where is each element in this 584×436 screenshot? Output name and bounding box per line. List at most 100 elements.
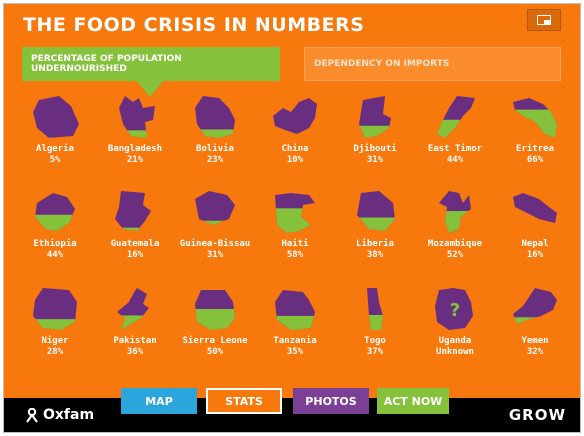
nourished-region [513, 288, 557, 324]
country-map-shape [437, 96, 475, 138]
undernourished-fill [117, 315, 149, 330]
country-percentage: 5% [49, 155, 61, 165]
country-east-timor[interactable]: East Timor 44% [410, 94, 500, 165]
country-name: Liberia [356, 239, 394, 249]
grow-logo[interactable]: GROW [508, 406, 566, 424]
country-map-shape [275, 290, 315, 330]
oxfam-logo[interactable]: Oxfam [25, 407, 94, 423]
country-togo[interactable]: Togo 37% [330, 286, 420, 357]
undernourished-fill [509, 228, 561, 235]
country-liberia[interactable]: Liberia 38% [330, 189, 420, 260]
nourished-region [33, 96, 79, 138]
country-bangladesh[interactable]: Bangladesh 21% [90, 94, 180, 165]
country-name: China [281, 144, 309, 154]
tab-undernourished[interactable]: PERCENTAGE OF POPULATION UNDERNOURISHED [22, 47, 280, 81]
country-percentage: 32% [526, 347, 544, 357]
nourished-region [117, 288, 149, 330]
country-guinea-bissau[interactable]: Guinea-Bissau 31% [170, 189, 260, 260]
country-percentage: 21% [126, 155, 144, 165]
country-uganda[interactable]: ? Uganda Unknown [410, 286, 500, 357]
act-now-button[interactable]: ACT NOW [377, 388, 449, 414]
country-name: Haiti [281, 239, 309, 249]
country-name: East Timor [427, 144, 483, 154]
country-bolivia[interactable]: Bolivia 23% [170, 94, 260, 165]
oxfam-logo-text: Oxfam [43, 407, 95, 423]
country-map-shape [357, 191, 395, 231]
country-map-shape [513, 288, 557, 324]
country-map-shape [195, 96, 235, 138]
country-djibouti[interactable]: Djibouti 31% [330, 94, 420, 165]
country-map-shape [269, 98, 321, 140]
country-percentage: 10% [286, 155, 304, 165]
country-name: Pakistan [113, 336, 157, 346]
country-name: Algeria [36, 144, 74, 154]
country-name: Tanzania [273, 336, 317, 346]
country-map-shape [513, 98, 557, 138]
country-name: Niger [41, 336, 69, 346]
country-name: Mozambique [427, 239, 483, 249]
country-sierra-leone[interactable]: Sierra Leone 50% [170, 286, 260, 357]
undernourished-fill [367, 314, 383, 330]
country-map-shape [117, 288, 149, 330]
nourished-region [195, 191, 235, 225]
country-percentage: 31% [206, 250, 224, 260]
country-haiti[interactable]: Haiti 58% [250, 189, 340, 260]
country-pakistan[interactable]: Pakistan 36% [90, 286, 180, 357]
country-ethiopia[interactable]: Ethiopia 44% [10, 189, 100, 260]
country-mozambique[interactable]: Mozambique 52% [410, 189, 500, 260]
undernourished-fill [439, 211, 471, 233]
undernourished-fill [275, 208, 315, 233]
country-map-shape [35, 193, 75, 231]
tab-dependency-on-imports[interactable]: DEPENDENCY ON IMPORTS [304, 47, 561, 81]
country-tanzania[interactable]: Tanzania 35% [250, 286, 340, 357]
nourished-region [273, 98, 317, 134]
country-map-shape [115, 191, 151, 231]
country-name: Togo [364, 336, 386, 346]
country-map-shape [33, 96, 79, 138]
country-eritrea[interactable]: Eritrea 66% [490, 94, 580, 165]
country-map-shape [509, 193, 561, 235]
country-name: Yemen [521, 336, 549, 346]
undernourished-fill [115, 227, 151, 231]
country-name: Guatemala [110, 239, 160, 249]
undernourished-fill [195, 309, 235, 330]
undernourished-fill [119, 130, 155, 138]
country-map-shape [367, 288, 383, 330]
country-map-shape [195, 290, 235, 330]
country-percentage: 52% [446, 250, 464, 260]
undernourished-fill [33, 319, 77, 330]
country-percentage: 66% [526, 155, 544, 165]
fullscreen-button[interactable] [527, 9, 561, 31]
country-percentage: 28% [46, 347, 64, 357]
country-map-shape [275, 193, 315, 233]
unknown-question-mark: ? [450, 300, 460, 321]
country-niger[interactable]: Niger 28% [10, 286, 100, 357]
country-nepal[interactable]: Nepal 16% [490, 189, 580, 260]
undernourished-fill [359, 125, 391, 138]
country-map-shape [359, 96, 391, 138]
country-percentage: 16% [126, 250, 144, 260]
country-name: Bolivia [196, 144, 234, 154]
undernourished-fill [437, 119, 475, 138]
undernourished-fill [513, 109, 557, 138]
country-name: Djibouti [353, 144, 397, 154]
country-map-shape [439, 191, 471, 233]
bottom-bar: Oxfam GROW [4, 398, 580, 432]
country-percentage: 50% [206, 347, 224, 357]
photos-button[interactable]: PHOTOS [293, 388, 369, 414]
country-percentage: 31% [366, 155, 384, 165]
screen-icon [537, 15, 551, 25]
page-title: THE FOOD CRISIS IN NUMBERS [23, 14, 365, 36]
country-name: Eritrea [516, 144, 554, 154]
country-guatemala[interactable]: Guatemala 16% [90, 189, 180, 260]
stats-button[interactable]: STATS [206, 388, 282, 414]
country-china[interactable]: China 10% [250, 94, 340, 165]
country-map-shape: ? [435, 288, 473, 330]
undernourished-fill [269, 135, 321, 140]
country-percentage: 58% [286, 250, 304, 260]
country-name: Guinea-Bissau [179, 239, 251, 249]
map-button[interactable]: MAP [121, 388, 197, 414]
country-yemen[interactable]: Yemen 32% [490, 286, 580, 357]
country-name: Sierra Leone [182, 336, 248, 346]
country-algeria[interactable]: Algeria 5% [10, 94, 100, 165]
